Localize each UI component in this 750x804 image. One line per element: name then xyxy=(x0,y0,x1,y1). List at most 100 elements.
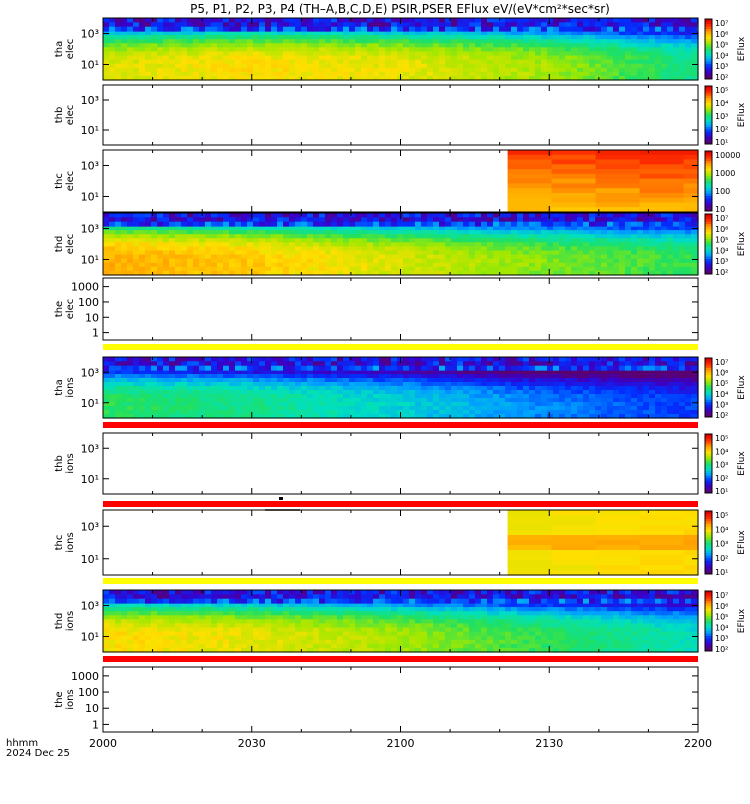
spectrogram-cell xyxy=(205,398,212,403)
spectrogram-cell xyxy=(637,259,644,264)
spectrogram-cell xyxy=(205,242,212,247)
spectrogram-cell xyxy=(157,398,164,403)
spectrogram-cell xyxy=(115,378,122,383)
spectrogram-cell xyxy=(565,68,572,73)
spectrogram-cell xyxy=(133,43,140,48)
spectrogram-cell xyxy=(571,361,578,366)
spectrogram-cell xyxy=(343,51,350,56)
spectrogram-cell xyxy=(445,60,452,65)
spectrogram-cell xyxy=(247,51,254,56)
spectrogram-cell xyxy=(103,27,110,32)
spectrogram-cell xyxy=(481,47,488,52)
spectrogram-cell xyxy=(487,35,494,40)
spectrogram-cell xyxy=(271,35,278,40)
spectrogram-cell xyxy=(157,234,164,239)
spectrogram-cell xyxy=(553,18,560,23)
spectrogram-cell xyxy=(313,398,320,403)
spectrogram-cell xyxy=(577,222,584,227)
spectrogram-cell xyxy=(289,398,296,403)
spectrogram-cell xyxy=(673,43,680,48)
spectrogram-cell xyxy=(685,39,692,44)
spectrogram-cell xyxy=(313,217,320,222)
spectrogram-cell xyxy=(421,18,428,23)
spectrogram-cell xyxy=(313,267,320,272)
spectrogram-cell xyxy=(283,72,290,77)
spectrogram-cell xyxy=(379,378,386,383)
spectrogram-cell xyxy=(319,386,326,391)
spectrogram-cell xyxy=(355,357,362,362)
spectrogram-cell xyxy=(115,242,122,247)
spectrogram-cell xyxy=(313,47,320,52)
spectrogram-cell xyxy=(505,390,512,395)
spectrogram-cell xyxy=(301,47,308,52)
spectrogram-cell xyxy=(217,51,224,56)
spectrogram-cell xyxy=(517,72,524,77)
spectrogram-cell xyxy=(187,31,194,36)
spectrogram-cell xyxy=(319,226,326,231)
spectrogram-cell xyxy=(289,51,296,56)
spectrogram-cell xyxy=(355,60,362,65)
spectrogram-cell xyxy=(193,366,200,371)
spectrogram-cell xyxy=(571,47,578,52)
spectrogram-cell xyxy=(157,390,164,395)
spectrogram-cell xyxy=(157,374,164,379)
spectrogram-cell xyxy=(331,217,338,222)
spectrogram-cell xyxy=(673,35,680,40)
spectrogram-cell xyxy=(151,366,158,371)
spectrogram-cell xyxy=(691,398,698,403)
spectrogram-cell xyxy=(403,31,410,36)
spectrogram-cell xyxy=(655,39,662,44)
spectrogram-cell xyxy=(127,394,134,399)
spectrogram-cell xyxy=(385,226,392,231)
spectrogram-cell xyxy=(601,263,608,268)
spectrogram-cell xyxy=(601,72,608,77)
spectrogram-cell xyxy=(439,27,446,32)
spectrogram-cell xyxy=(373,31,380,36)
spectrogram-cell xyxy=(445,374,452,379)
spectrogram-cell xyxy=(301,64,308,69)
spectrogram-cell xyxy=(541,374,548,379)
spectrogram-cell xyxy=(457,246,464,251)
spectrogram-cell xyxy=(505,35,512,40)
spectrogram-cell xyxy=(643,246,650,251)
panel-label: theelec xyxy=(54,299,76,320)
spectrogram-cell xyxy=(469,31,476,36)
spectrogram-cell xyxy=(283,402,290,407)
spectrogram-cell xyxy=(145,255,152,260)
spectrogram-cell xyxy=(289,406,296,411)
spectrogram-cell xyxy=(367,238,374,243)
spectrogram-cell xyxy=(409,47,416,52)
spectrogram-cell xyxy=(217,406,224,411)
spectrogram-cell xyxy=(157,238,164,243)
spectrogram-cell xyxy=(343,64,350,69)
spectrogram-cell xyxy=(487,402,494,407)
y-tick-label: 100 xyxy=(78,296,99,309)
spectrogram-cell xyxy=(427,251,434,256)
spectrogram-cell xyxy=(337,382,344,387)
spectrogram-cell xyxy=(583,357,590,362)
spectrogram-cell xyxy=(385,60,392,65)
spectrogram-cell xyxy=(451,361,458,366)
spectrogram-cell xyxy=(499,255,506,260)
spectrogram-cell xyxy=(619,394,626,399)
spectrogram-cell xyxy=(481,394,488,399)
spectrogram-cell xyxy=(289,43,296,48)
spectrogram-cell xyxy=(169,366,176,371)
spectrogram-cell xyxy=(649,234,656,239)
spectrogram-cell xyxy=(559,267,566,272)
spectrogram-cell xyxy=(619,374,626,379)
spectrogram-cell xyxy=(229,64,236,69)
spectrogram-cell xyxy=(637,238,644,243)
spectrogram-cell xyxy=(175,259,182,264)
spectrogram-cell xyxy=(301,251,308,256)
spectrogram-cell xyxy=(619,357,626,362)
spectrogram-cell xyxy=(151,226,158,231)
spectrogram-cell xyxy=(319,242,326,247)
spectrogram-cell xyxy=(673,361,680,366)
spectrogram-cell xyxy=(577,39,584,44)
spectrogram-cell xyxy=(385,386,392,391)
spectrogram-cell xyxy=(151,263,158,268)
spectrogram-cell xyxy=(343,390,350,395)
spectrogram-cell xyxy=(595,374,602,379)
spectrogram-cell xyxy=(181,246,188,251)
